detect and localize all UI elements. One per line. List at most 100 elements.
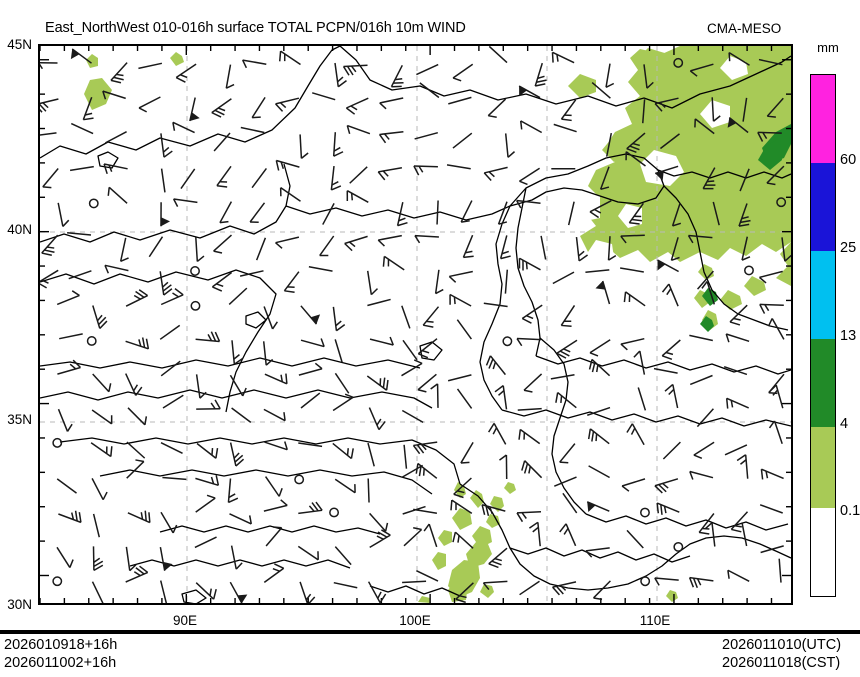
wind-barb [662, 441, 682, 460]
wind-barb [160, 360, 181, 377]
wind-barb [160, 201, 171, 228]
wind-barb [518, 580, 541, 596]
footer-init-time-utc: 2026010918+16h [4, 637, 118, 653]
wind-barb [487, 98, 512, 122]
wind-barb [92, 302, 110, 330]
axis-ticks [40, 46, 791, 603]
colorbar[interactable] [810, 74, 836, 597]
wind-barb [300, 299, 325, 325]
wind-barb [367, 576, 389, 603]
wind-barb [778, 557, 782, 584]
wind-barb [332, 305, 347, 332]
wind-barb-calm [190, 300, 201, 311]
wind-barb [366, 269, 379, 296]
wind-barb [180, 168, 196, 190]
wind-barb [124, 332, 152, 350]
wind-barb [366, 298, 392, 307]
wind-barb [412, 508, 438, 515]
wind-barb [504, 268, 509, 295]
colorbar-tick-25: 25 [840, 240, 857, 256]
wind-barb [195, 399, 221, 410]
wind-barb [514, 428, 541, 452]
wind-barb [121, 455, 145, 479]
precip-shading-band-0p1-4 [84, 46, 791, 603]
colorbar-segment-25-60 [811, 163, 835, 251]
wind-barb [367, 442, 375, 468]
wind-barb [415, 63, 439, 76]
wind-barb [452, 132, 473, 149]
wind-barb [398, 523, 423, 547]
wind-barb [415, 569, 439, 582]
wind-barb [56, 478, 78, 494]
wind-barb [550, 373, 576, 380]
wind-barb [436, 199, 439, 226]
wind-barb [483, 166, 511, 183]
wind-barb [626, 529, 645, 549]
wind-barb [57, 405, 75, 433]
wind-barb [515, 337, 542, 348]
wind-barb [654, 478, 682, 496]
x-axis-tick-110e: 110E [639, 613, 671, 628]
wind-barb [300, 392, 321, 409]
wind-barb [211, 271, 238, 295]
wind-barb [137, 62, 163, 70]
wind-barb [160, 167, 166, 194]
wind-barb [397, 356, 423, 377]
colorbar-segment-13-25 [811, 251, 835, 339]
wind-barb [92, 545, 104, 572]
wind-barb [403, 444, 408, 470]
wind-barb [229, 439, 246, 467]
wind-barb [190, 491, 216, 513]
wind-barb [619, 291, 646, 314]
precip-shading-band-4-13 [700, 124, 791, 332]
wind-barb [488, 547, 514, 572]
wind-barb [308, 266, 334, 272]
wind-barb [70, 122, 94, 135]
wind-barb [91, 474, 111, 501]
wind-barb [558, 442, 582, 468]
wind-barb-calm [673, 541, 684, 552]
wind-barb [419, 82, 440, 99]
colorbar-segment-60plus [811, 75, 835, 163]
wind-barb [311, 92, 336, 101]
wind-barb [735, 454, 749, 481]
map-plot-area[interactable] [38, 44, 793, 605]
colorbar-segment-below-0p1 [811, 508, 835, 596]
wind-barb [228, 287, 248, 306]
wind-barb-calm [744, 265, 754, 276]
wind-barb [216, 165, 240, 192]
wind-barb [189, 96, 205, 124]
wind-barb [759, 504, 784, 514]
wind-barb [54, 358, 82, 375]
wind-barb [584, 428, 610, 452]
footer-valid-time-cst: 2026011018(CST) [722, 655, 841, 671]
wind-barb [766, 384, 784, 412]
wind-barb [456, 318, 473, 340]
wind-barb [560, 99, 584, 126]
wind-barb [741, 521, 748, 547]
wind-barb [759, 545, 785, 554]
wind-barb [534, 62, 552, 90]
wind-barb-calm [329, 507, 340, 518]
wind-barb [378, 97, 406, 111]
wind-barb [483, 302, 509, 308]
wind-barb [585, 358, 611, 384]
wind-barb [687, 576, 715, 591]
y-axis-tick-40n: 40N [7, 222, 32, 237]
wind-barb [330, 165, 344, 192]
wind-barb-calm [776, 197, 787, 208]
wind-barb [103, 186, 128, 210]
wind-barb [318, 235, 341, 261]
wind-barb [225, 63, 239, 91]
wind-barb-calm [502, 336, 513, 347]
wind-barb [57, 504, 85, 524]
wind-barb [722, 397, 750, 417]
wind-barb [228, 506, 255, 525]
wind-barb [693, 441, 719, 462]
wind-barb [620, 337, 647, 352]
wind-barb [499, 234, 517, 262]
wind-barb [516, 407, 543, 411]
wind-barb [159, 544, 175, 572]
wind-barb [194, 329, 222, 343]
wind-barb-calm [52, 576, 63, 587]
